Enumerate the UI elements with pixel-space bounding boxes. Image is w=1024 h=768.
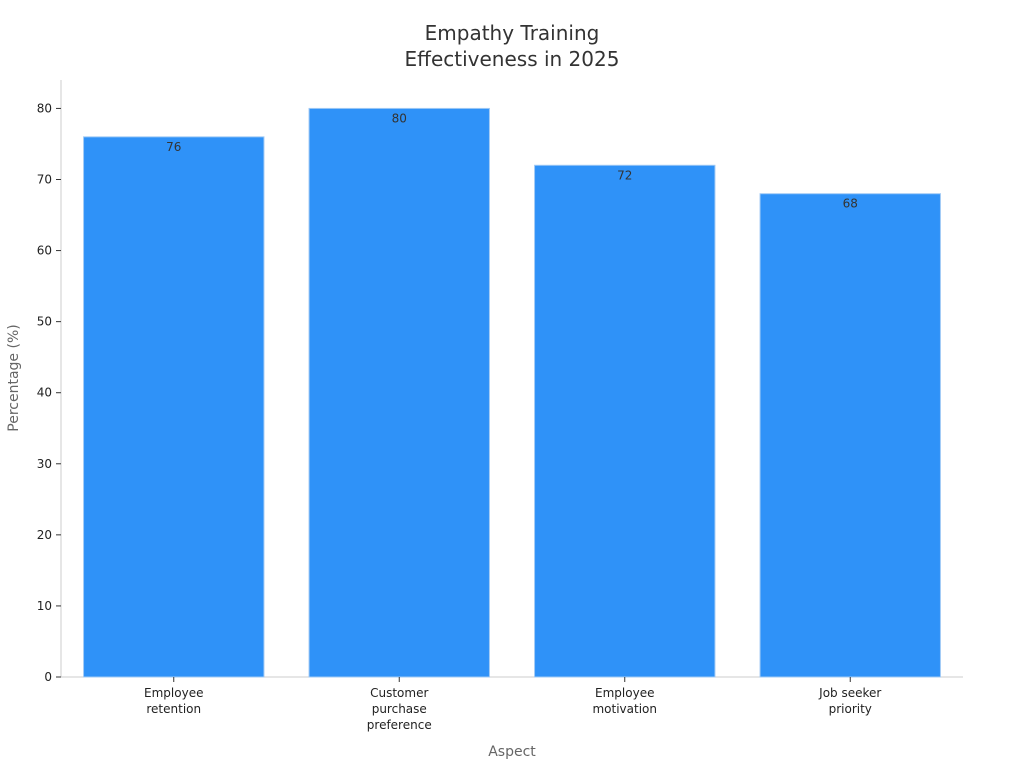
x-tick-label-2-1: motivation — [592, 702, 657, 716]
x-tick-label-1-2: preference — [367, 718, 432, 732]
x-tick-label-0-0: Employee — [144, 686, 203, 700]
x-tick-label-0-1: retention — [146, 702, 201, 716]
x-tick-label-1-0: Customer — [370, 686, 428, 700]
x-tick-label-3-0: Job seeker — [818, 686, 881, 700]
bar-value-label-2: 72 — [617, 168, 632, 182]
y-tick-label-7: 70 — [37, 173, 52, 187]
bar-3 — [759, 193, 941, 678]
x-axis-title: Aspect — [488, 744, 536, 760]
y-tick-label-1: 10 — [37, 599, 52, 613]
bar-value-label-0: 76 — [166, 140, 181, 154]
y-tick-label-2: 20 — [37, 528, 52, 542]
y-tick-label-3: 30 — [37, 457, 52, 471]
bar-1 — [308, 107, 490, 678]
y-tick-label-4: 40 — [37, 386, 52, 400]
bar-value-label-1: 80 — [392, 111, 407, 125]
y-tick-label-0: 0 — [44, 670, 52, 684]
y-tick-label-5: 50 — [37, 315, 52, 329]
x-tick-label-2-0: Employee — [595, 686, 654, 700]
y-axis-title: Percentage (%) — [6, 324, 22, 431]
x-tick-label-1-1: purchase — [372, 702, 427, 716]
x-tick-label-3-1: priority — [829, 702, 872, 716]
chart-title-line-1: Empathy Training — [425, 21, 600, 45]
bar-value-label-3: 68 — [843, 197, 858, 211]
bar-0 — [83, 136, 265, 678]
bar-2 — [534, 164, 716, 678]
plot-area: 0 10 20 30 40 50 60 70 80 76 Employee retention 80 Cu… — [37, 80, 963, 732]
y-tick-label-6: 60 — [37, 244, 52, 258]
y-tick-label-8: 80 — [37, 101, 52, 115]
chart-title-line-2: Effectiveness in 2025 — [405, 47, 620, 71]
